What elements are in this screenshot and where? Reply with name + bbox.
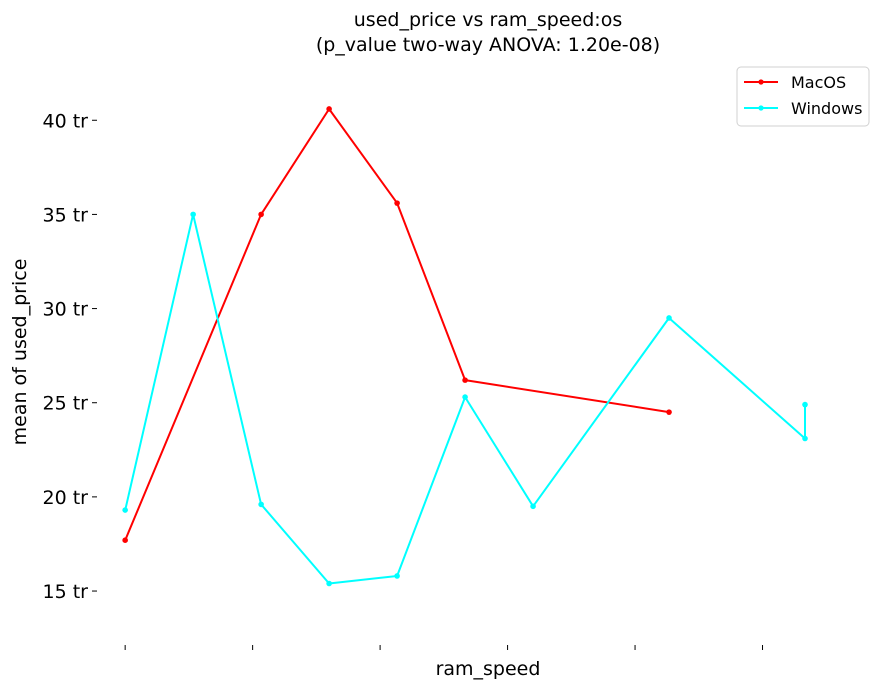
- data-point-windows: [190, 211, 196, 218]
- legend: MacOS Windows: [736, 66, 870, 127]
- chart-title: used_price vs ram_speed:os: [354, 9, 623, 31]
- data-point-windows: [122, 507, 128, 513]
- series-line-windows: [124, 213, 806, 585]
- y-tick-label: 40 tr: [43, 110, 89, 132]
- series-line-macos: [124, 108, 670, 541]
- chart-subtitle: (p_value two-way ANOVA: 1.20e-08): [316, 34, 660, 56]
- x-axis-label: ram_speed: [436, 658, 541, 680]
- legend-marker-macos: [758, 79, 764, 85]
- data-point-macos: [326, 106, 332, 112]
- data-point-windows: [462, 394, 468, 400]
- legend-marker-windows: [758, 105, 764, 111]
- data-point-windows: [326, 580, 332, 587]
- data-point-windows: [530, 503, 536, 510]
- y-axis-label: mean of used_price: [9, 259, 31, 446]
- data-point-macos: [394, 200, 400, 206]
- y-tick-label: 35 tr: [43, 204, 89, 226]
- y-tick-label: 20 tr: [43, 487, 89, 509]
- y-tick-label: 25 tr: [43, 393, 89, 415]
- legend-label-windows: Windows: [791, 99, 862, 118]
- series-layer: [122, 106, 808, 587]
- data-point-windows: [802, 401, 808, 408]
- data-point-windows: [666, 315, 672, 321]
- data-point-windows: [394, 573, 400, 579]
- data-point-macos: [666, 409, 672, 415]
- data-point-windows: [258, 501, 264, 508]
- data-point-macos: [462, 377, 468, 383]
- y-tick-label: 30 tr: [43, 299, 89, 321]
- legend-label-macos: MacOS: [791, 73, 846, 92]
- data-point-macos: [122, 537, 128, 543]
- x-axis-ticks: [124, 645, 764, 650]
- data-point-macos: [258, 211, 264, 218]
- y-tick-label: 15 tr: [43, 581, 89, 603]
- data-point-windows: [802, 435, 808, 442]
- y-axis-ticks: 15 tr 20 tr 25 tr 30 tr 35 tr 40 tr: [43, 110, 97, 603]
